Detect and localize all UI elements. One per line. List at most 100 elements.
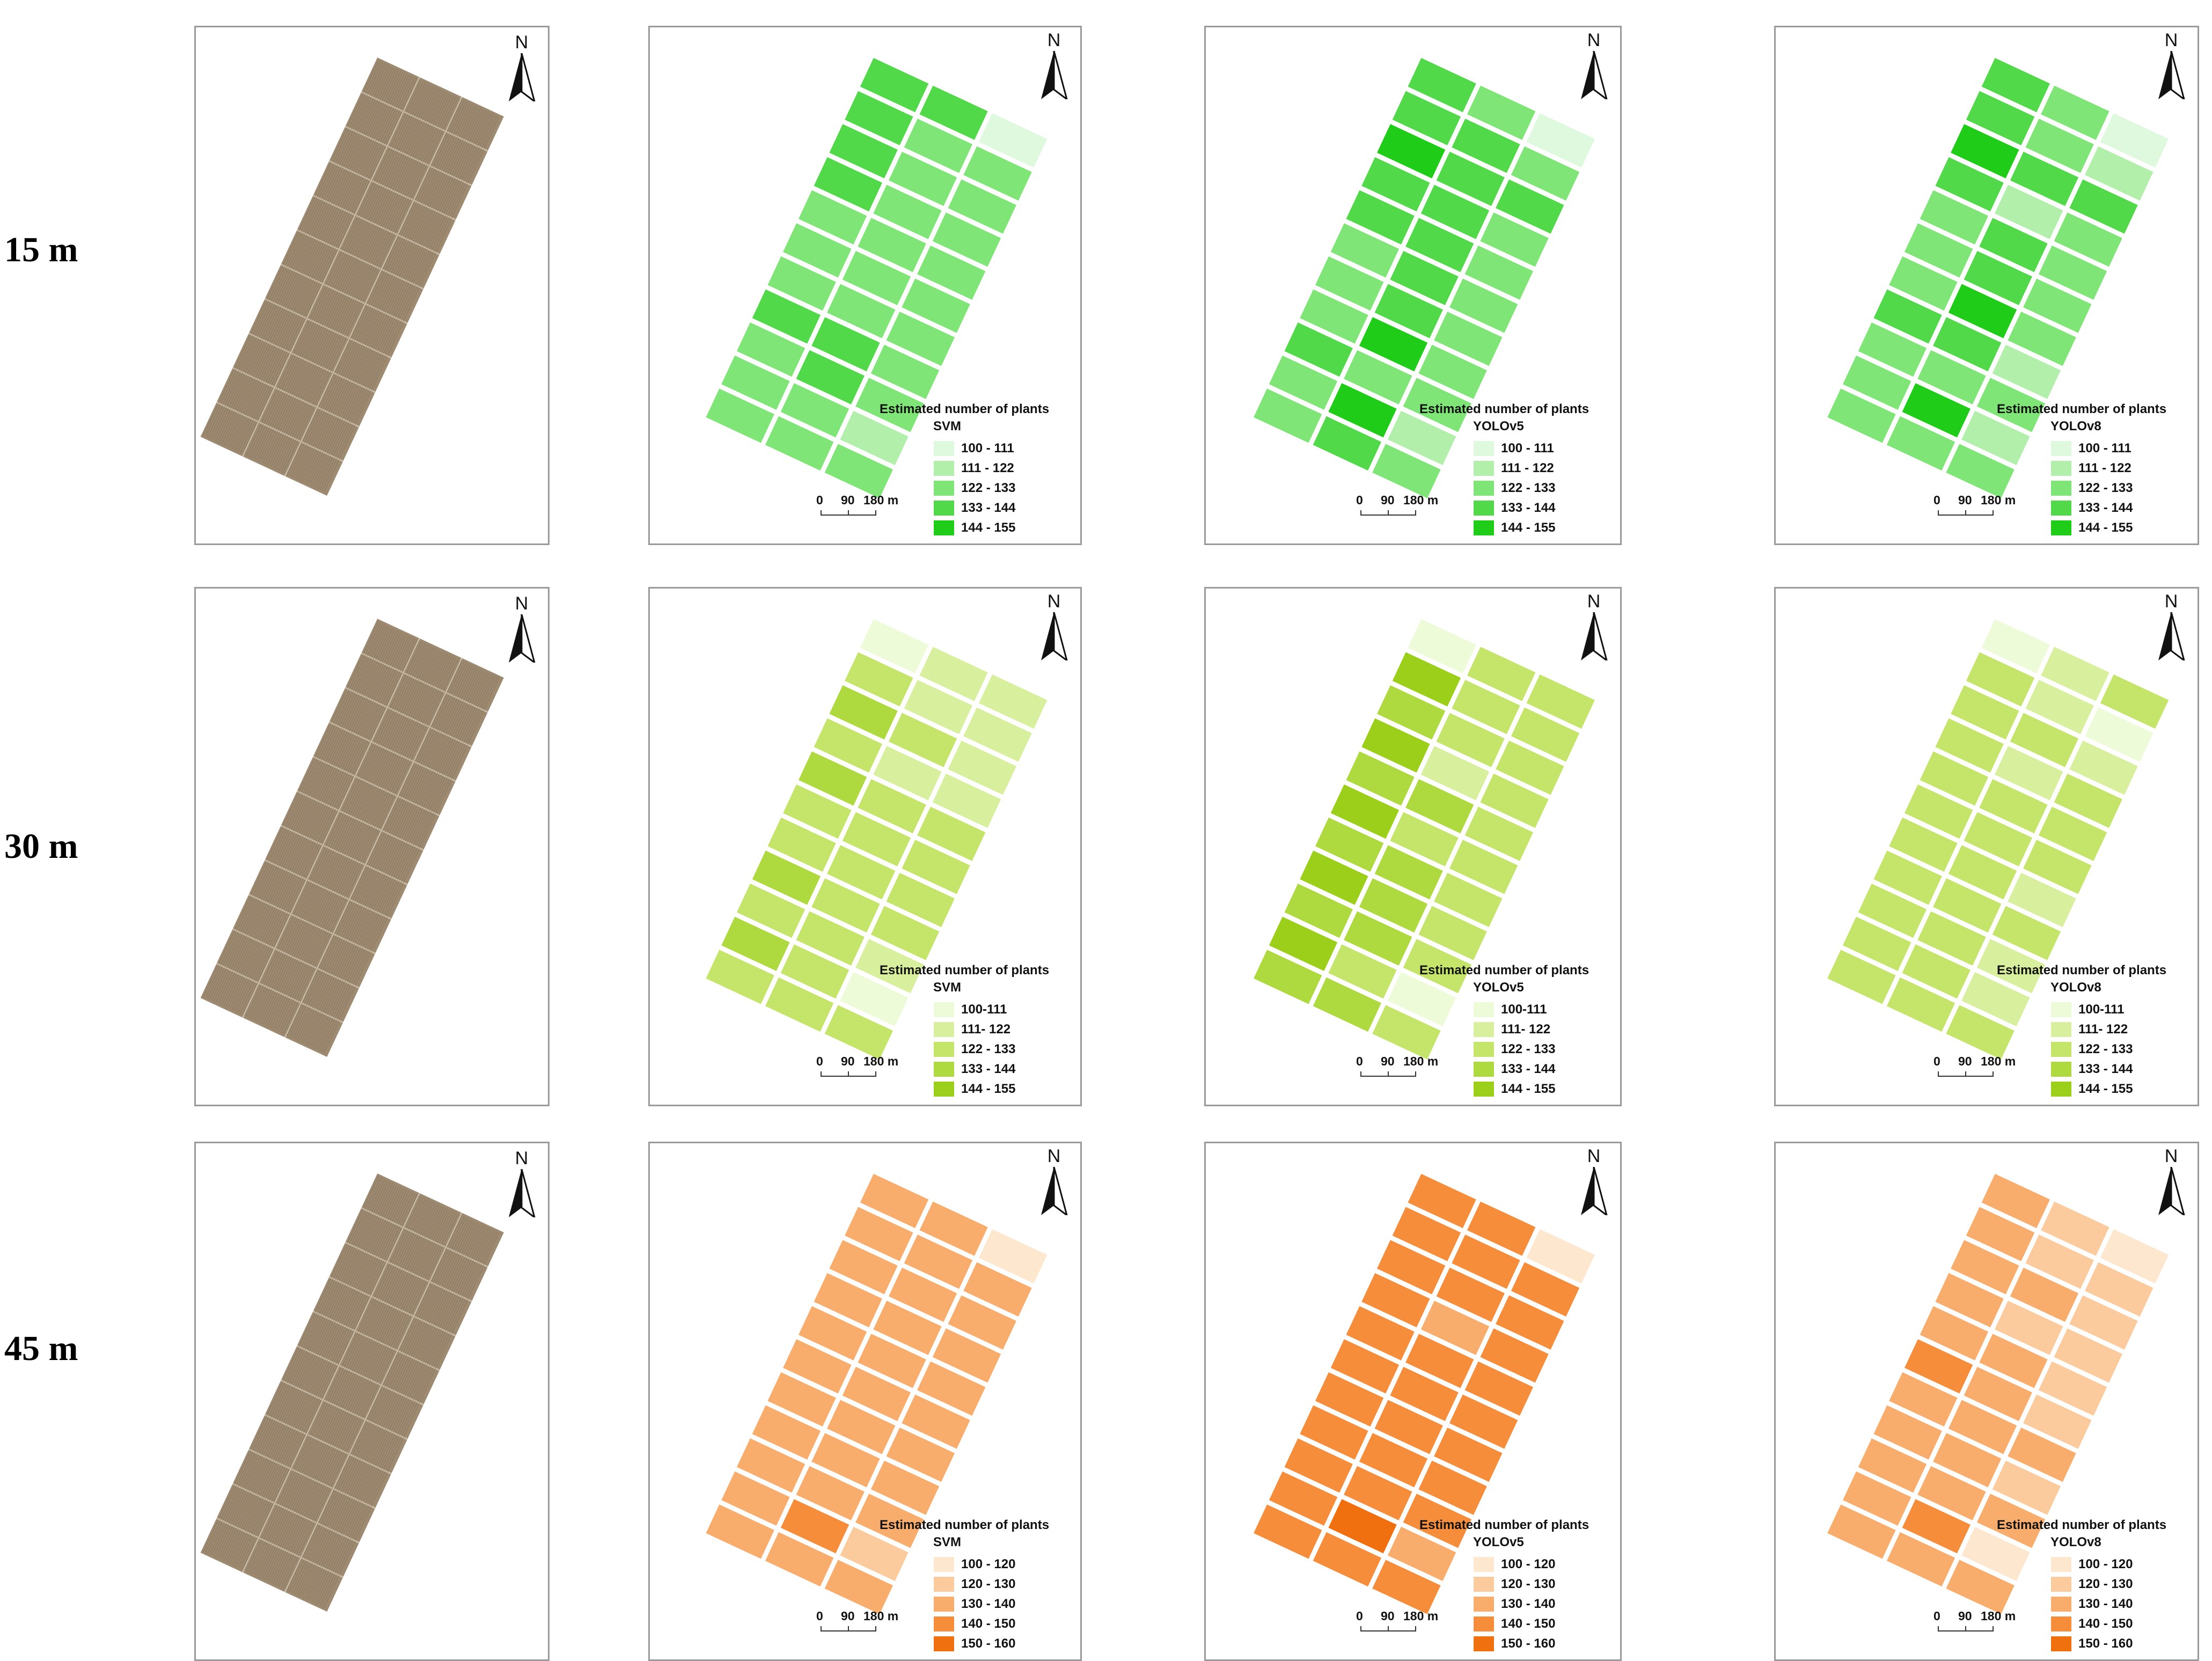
north-label: N bbox=[515, 1148, 529, 1168]
plot-cell bbox=[765, 1370, 838, 1429]
scale-bar-tick bbox=[875, 1626, 876, 1631]
legend-item: 130 - 140 bbox=[933, 1594, 1049, 1614]
plot-cell bbox=[1974, 1491, 2048, 1550]
aerial-image bbox=[200, 1173, 504, 1612]
legend: Estimated number of plants YOLOv8 100 - 12… bbox=[1997, 1518, 2166, 1653]
plot-cell bbox=[1357, 315, 1430, 374]
legend-swatch bbox=[2050, 1576, 2072, 1592]
scale-bar: 0 90 180 m bbox=[815, 1609, 922, 1639]
legend-range-label: 144 - 155 bbox=[961, 1081, 1016, 1096]
plot-cell bbox=[961, 705, 1034, 764]
estimate-map-panel-svm: N Estimated number of plants SVM 100 - 120 1… bbox=[648, 1142, 1082, 1661]
plot-cell bbox=[1917, 188, 1991, 247]
scale-bar-label: 180 m bbox=[863, 1054, 899, 1068]
scale-bar-tick bbox=[848, 1626, 849, 1631]
north-label: N bbox=[1047, 591, 1061, 612]
plot-cell bbox=[1344, 749, 1417, 808]
estimate-map-panel-yolov8: N Estimated number of plants YOLOv8 100 - 1… bbox=[1774, 26, 2199, 545]
plot-cell bbox=[1462, 243, 1535, 302]
legend-model-name: YOLOv5 bbox=[1473, 980, 1524, 995]
legend-swatch bbox=[933, 1041, 955, 1057]
plot-cell bbox=[1465, 1199, 1538, 1258]
estimate-map-panel-yolov5: N Estimated number of plants YOLOv5 100 - 1… bbox=[1204, 26, 1622, 545]
plot-cell bbox=[853, 937, 926, 996]
plot-cell bbox=[704, 386, 777, 445]
scale-bar-tick bbox=[1993, 1071, 1994, 1077]
scale-bar-label: 0 bbox=[1933, 1609, 1940, 1623]
plot-cell bbox=[1434, 149, 1507, 208]
aerial-image-panel: N bbox=[194, 1142, 550, 1661]
legend-swatch bbox=[1473, 1081, 1495, 1097]
plot-cell bbox=[853, 1491, 926, 1550]
legend-item: 140 - 150 bbox=[2050, 1614, 2166, 1634]
legend: Estimated number of plants YOLOv5 100 - 11… bbox=[1419, 402, 1589, 538]
plot-cell bbox=[915, 243, 988, 302]
plot-cell bbox=[858, 1172, 931, 1231]
plot-cell bbox=[2039, 644, 2112, 703]
scale-bar-tick bbox=[1415, 1626, 1416, 1631]
plot-cell bbox=[977, 111, 1050, 170]
legend-item: 111 - 122 bbox=[933, 458, 1049, 478]
legend-swatch bbox=[1473, 499, 1495, 516]
legend-range-label: 133 - 144 bbox=[961, 500, 1016, 515]
plot-cell bbox=[930, 210, 1004, 269]
legend-swatch bbox=[1473, 1576, 1495, 1592]
plot-cell bbox=[1251, 947, 1324, 1006]
plot-cell bbox=[871, 744, 944, 803]
plot-cell bbox=[1328, 1337, 1402, 1396]
plot-cell bbox=[778, 1497, 852, 1556]
plot-cell bbox=[843, 1204, 915, 1263]
north-arrow: N bbox=[2147, 1146, 2195, 1215]
legend-range-label: 111- 122 bbox=[2078, 1021, 2128, 1037]
plot-cell bbox=[858, 56, 931, 115]
estimate-map-panel-yolov5: N Estimated number of plants YOLOv5 100 - 1… bbox=[1204, 1142, 1622, 1661]
legend-item: 150 - 160 bbox=[2050, 1634, 2166, 1653]
legend-title: Estimated number of plants bbox=[1419, 963, 1590, 978]
legend-range-label: 111- 122 bbox=[1501, 1021, 1551, 1037]
north-label: N bbox=[1587, 30, 1601, 50]
plot-cell bbox=[1447, 276, 1520, 335]
legend-swatch bbox=[1473, 480, 1495, 496]
plot-cell bbox=[1979, 56, 2052, 115]
legend-range-label: 133 - 144 bbox=[2078, 500, 2133, 515]
legend-model-name: YOLOv8 bbox=[2050, 419, 2101, 433]
scale-bar: 0 90 180 m bbox=[1355, 493, 1462, 523]
legend-range-label: 100 - 120 bbox=[2078, 1556, 2133, 1571]
plot-cell bbox=[1990, 342, 2063, 401]
plot-cell bbox=[1949, 122, 2021, 181]
legend-swatch bbox=[2050, 519, 2072, 536]
plot-cell bbox=[1298, 848, 1371, 907]
legend-swatch bbox=[2050, 460, 2072, 476]
plot-cell bbox=[1931, 1431, 2004, 1490]
legend-swatch bbox=[1473, 519, 1495, 536]
plot-cell bbox=[1993, 1298, 2065, 1357]
legend-swatch bbox=[1473, 1061, 1495, 1077]
scale-bar-tick bbox=[848, 510, 849, 516]
plot-cell bbox=[1375, 1238, 1448, 1297]
plot-cell bbox=[1370, 1003, 1443, 1062]
plot-cell bbox=[1342, 1464, 1415, 1523]
plot-cell bbox=[1449, 678, 1522, 737]
plot-cell bbox=[1418, 1298, 1492, 1357]
plot-cell bbox=[1990, 903, 2063, 962]
plot-cell bbox=[796, 749, 869, 808]
plot-cell bbox=[1434, 1265, 1507, 1324]
plot-cell bbox=[1478, 210, 1551, 269]
legend-model-name: SVM bbox=[933, 419, 962, 433]
legend-swatch bbox=[1473, 1041, 1495, 1057]
scale-bar: 0 90 180 m bbox=[1355, 1054, 1462, 1084]
plot-cell bbox=[2036, 804, 2110, 863]
plot-cell bbox=[946, 177, 1019, 236]
scale-bar: 0 90 180 m bbox=[1932, 1054, 2040, 1084]
plot-cell bbox=[1344, 188, 1417, 247]
plot-cell bbox=[2021, 837, 2094, 896]
plot-cell bbox=[1871, 848, 1944, 907]
plot-cell bbox=[871, 1298, 944, 1357]
scale-bar-tick bbox=[821, 1626, 822, 1631]
plot-cell bbox=[2036, 1359, 2110, 1418]
plot-cell bbox=[2023, 1232, 2096, 1291]
plot-cell bbox=[1944, 1557, 2017, 1616]
plot-cell bbox=[1282, 320, 1355, 379]
plot-cell bbox=[735, 881, 808, 940]
legend-swatch bbox=[933, 460, 955, 476]
